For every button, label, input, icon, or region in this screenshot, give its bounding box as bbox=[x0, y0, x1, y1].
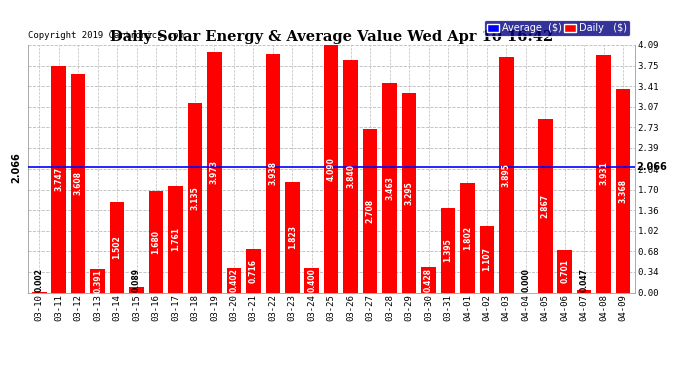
Bar bbox=[363, 129, 377, 292]
Text: 0.391: 0.391 bbox=[93, 269, 102, 292]
Title: Daily Solar Energy & Average Value Wed Apr 10 16:42: Daily Solar Energy & Average Value Wed A… bbox=[110, 30, 553, 44]
Bar bbox=[226, 268, 242, 292]
Bar bbox=[110, 202, 124, 292]
Text: 0.089: 0.089 bbox=[132, 268, 141, 292]
Bar bbox=[615, 89, 631, 292]
Text: 3.368: 3.368 bbox=[619, 178, 628, 203]
Text: Copyright 2019 Cartronics.com: Copyright 2019 Cartronics.com bbox=[28, 31, 184, 40]
Bar bbox=[90, 269, 105, 292]
Bar bbox=[168, 186, 183, 292]
Bar bbox=[324, 45, 339, 292]
Bar bbox=[402, 93, 416, 292]
Text: 3.973: 3.973 bbox=[210, 160, 219, 184]
Bar bbox=[285, 182, 299, 292]
Bar bbox=[596, 55, 611, 292]
Text: 2.867: 2.867 bbox=[541, 194, 550, 218]
Text: 0.402: 0.402 bbox=[229, 268, 238, 292]
Text: 3.295: 3.295 bbox=[404, 181, 413, 205]
Bar bbox=[149, 191, 164, 292]
Bar bbox=[266, 54, 280, 292]
Bar bbox=[129, 287, 144, 292]
Text: 0.002: 0.002 bbox=[34, 268, 43, 292]
Text: 1.502: 1.502 bbox=[112, 235, 121, 259]
Bar bbox=[304, 268, 319, 292]
Text: 3.608: 3.608 bbox=[74, 171, 83, 195]
Bar bbox=[558, 250, 572, 292]
Bar bbox=[499, 57, 513, 292]
Bar bbox=[577, 290, 591, 292]
Text: 3.463: 3.463 bbox=[385, 176, 394, 200]
Bar bbox=[460, 183, 475, 292]
Text: 2.066: 2.066 bbox=[636, 162, 667, 172]
Text: 1.802: 1.802 bbox=[463, 226, 472, 250]
Bar bbox=[52, 66, 66, 292]
Text: 3.938: 3.938 bbox=[268, 161, 277, 185]
Bar bbox=[382, 83, 397, 292]
Text: 0.428: 0.428 bbox=[424, 267, 433, 291]
Text: 3.931: 3.931 bbox=[599, 162, 608, 186]
Text: 0.047: 0.047 bbox=[580, 268, 589, 292]
Text: 2.708: 2.708 bbox=[366, 198, 375, 223]
Bar bbox=[188, 103, 202, 292]
Bar bbox=[480, 225, 494, 292]
Text: 0.400: 0.400 bbox=[307, 268, 316, 292]
Bar bbox=[441, 208, 455, 292]
Text: 0.000: 0.000 bbox=[522, 268, 531, 292]
Text: 1.395: 1.395 bbox=[444, 238, 453, 262]
Bar bbox=[71, 74, 86, 292]
Text: 3.840: 3.840 bbox=[346, 164, 355, 188]
Text: 1.761: 1.761 bbox=[171, 227, 180, 251]
Text: 4.090: 4.090 bbox=[326, 157, 336, 181]
Bar bbox=[538, 119, 553, 292]
Bar bbox=[246, 249, 261, 292]
Bar bbox=[344, 60, 358, 292]
Bar bbox=[207, 52, 221, 292]
Text: 0.716: 0.716 bbox=[249, 259, 258, 283]
Text: 3.747: 3.747 bbox=[55, 167, 63, 191]
Bar bbox=[421, 267, 436, 292]
Text: 3.895: 3.895 bbox=[502, 163, 511, 187]
Text: 1.680: 1.680 bbox=[152, 230, 161, 254]
Text: 1.107: 1.107 bbox=[482, 247, 491, 271]
Legend: Average  ($), Daily   ($): Average ($), Daily ($) bbox=[484, 20, 630, 36]
Text: 0.701: 0.701 bbox=[560, 259, 569, 283]
Text: 1.823: 1.823 bbox=[288, 225, 297, 249]
Text: 2.066: 2.066 bbox=[12, 152, 21, 183]
Text: 3.135: 3.135 bbox=[190, 186, 199, 210]
